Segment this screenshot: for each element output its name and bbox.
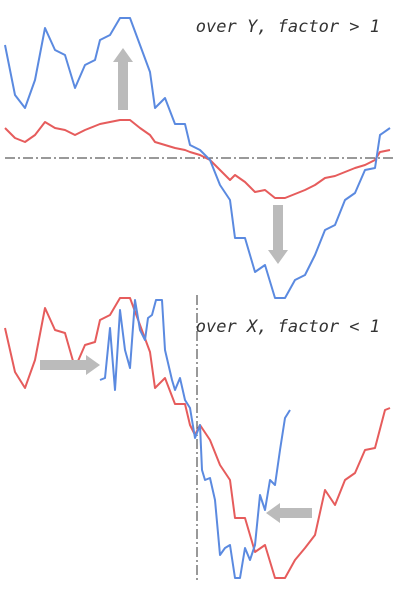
top-panel-label: over Y, factor > 1 (196, 17, 380, 37)
arrow-right-icon (40, 355, 100, 375)
arrow-up-icon (113, 48, 133, 110)
arrow-left-icon (266, 503, 312, 523)
top-panel: over Y, factor > 1 (4, 17, 395, 299)
bottom-panel-label: over X, factor < 1 (196, 317, 380, 337)
bottom-blue-line (99, 299, 291, 579)
top-red-line (4, 119, 391, 199)
top-blue-line (4, 17, 391, 299)
bottom-panel: over X, factor < 1 (4, 295, 391, 580)
arrow-down-icon (268, 205, 288, 264)
